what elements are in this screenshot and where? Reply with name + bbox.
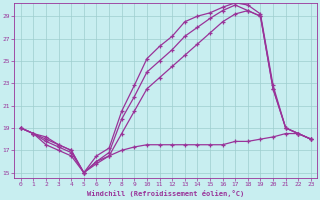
X-axis label: Windchill (Refroidissement éolien,°C): Windchill (Refroidissement éolien,°C): [87, 190, 244, 197]
